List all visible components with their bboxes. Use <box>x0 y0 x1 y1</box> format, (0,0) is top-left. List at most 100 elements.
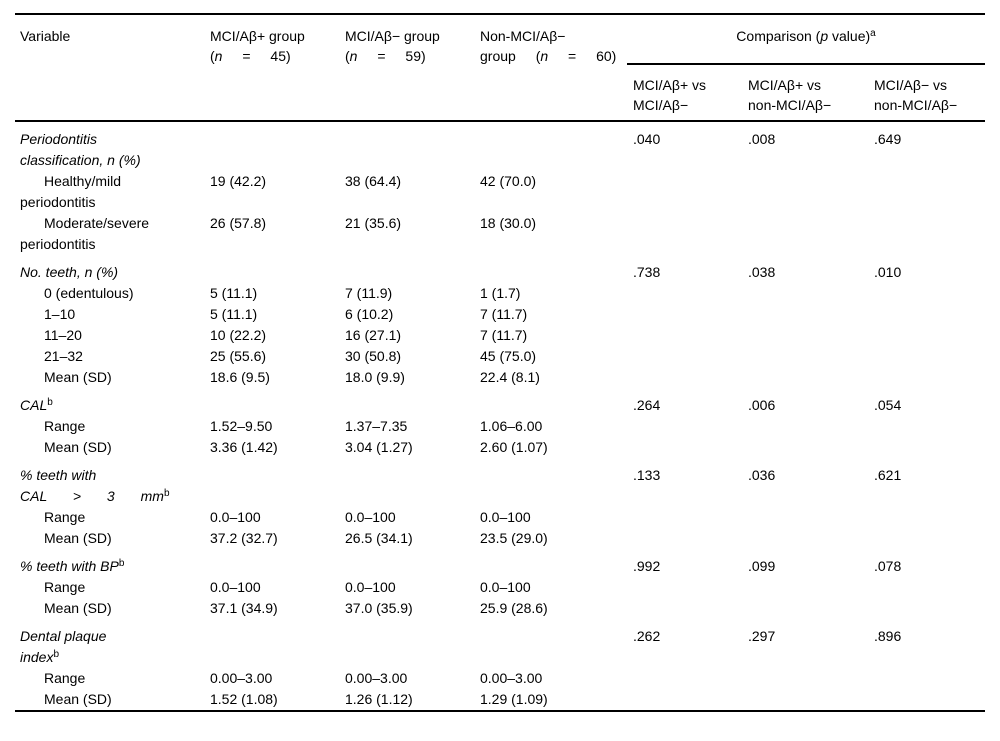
value-cell: 5 (11.1) <box>210 285 258 301</box>
value-cell <box>345 458 480 507</box>
value-cell <box>210 388 345 416</box>
col-header-non-mci-abeta-neg-group: Non-MCI/Aβ− group (n = 60) <box>480 14 627 122</box>
value-cell <box>345 388 480 416</box>
value-cell: 30 (50.8) <box>345 348 402 364</box>
value-cell: 3.36 (1.42) <box>210 439 278 455</box>
pvalue-cell <box>627 283 742 304</box>
value-cell: 23.5 (29.0) <box>480 530 548 546</box>
pvalue-cell <box>868 304 985 325</box>
table-row: 0 (edentulous) 5 (11.1) 7 (11.9) 1 (1.7) <box>15 283 985 304</box>
table-row: Moderate/severe periodontitis 26 (57.8) 21 … <box>15 213 985 255</box>
pvalue-cell: .896 <box>874 628 902 644</box>
pvalue-cell <box>627 304 742 325</box>
pvalue-cell <box>868 346 985 367</box>
pvalue-cell <box>627 171 742 213</box>
pvalue-cell: .078 <box>874 558 902 574</box>
value-cell <box>210 458 345 507</box>
table-row: Range 1.52–9.50 1.37–7.35 1.06–6.00 <box>15 416 985 437</box>
value-cell: 0.0–100 <box>210 579 261 595</box>
col-header-mci-abeta-pos-group: MCI/Aβ+ group (n = 45) <box>210 14 345 122</box>
pvalue-cell <box>742 598 868 619</box>
value-cell: 21 (35.6) <box>345 215 402 231</box>
row-label: Range <box>44 509 86 525</box>
table-row: Mean (SD) 37.2 (32.7) 26.5 (34.1) 23.5 (29.… <box>15 528 985 549</box>
pvalue-cell <box>627 528 742 549</box>
table-row: Dental plaque indexb .262 .297 .896 <box>15 619 985 668</box>
pvalue-cell <box>627 437 742 458</box>
row-label: Dental plaque indexb <box>20 628 107 665</box>
value-cell: 1.52–9.50 <box>210 418 273 434</box>
value-cell: 0.00–3.00 <box>480 670 543 686</box>
value-cell: 37.0 (35.9) <box>345 600 413 616</box>
value-cell: 1.06–6.00 <box>480 418 543 434</box>
header-row-sub: MCI/Aβ+ vs MCI/Aβ− MCI/Aβ+ vs non-MCI/Aβ− … <box>15 64 986 122</box>
value-cell: 3.04 (1.27) <box>345 439 413 455</box>
pvalue-cell: .649 <box>874 131 902 147</box>
value-cell: 1.52 (1.08) <box>210 691 278 707</box>
value-cell <box>480 388 627 416</box>
row-label: % teeth with CAL > 3 mmb <box>20 467 170 504</box>
value-cell: 38 (64.4) <box>345 173 402 189</box>
col-subheader-neg-vs-nonmci: MCI/Aβ− vs non-MCI/Aβ− <box>868 64 986 122</box>
pvalue-cell <box>868 689 985 711</box>
row-label: No. teeth, n (%) <box>20 264 119 280</box>
pvalue-cell <box>627 598 742 619</box>
pvalue-cell <box>742 213 868 255</box>
row-label: Mean (SD) <box>44 600 112 616</box>
pvalue-cell <box>742 346 868 367</box>
value-cell: 26.5 (34.1) <box>345 530 413 546</box>
value-cell: 19 (42.2) <box>210 173 267 189</box>
col-header-mci-abeta-neg-group: MCI/Aβ− group (n = 59) <box>345 14 480 122</box>
value-cell: 1.26 (1.12) <box>345 691 413 707</box>
pvalue-cell: .010 <box>874 264 902 280</box>
col-subheader-pos-vs-neg: MCI/Aβ+ vs MCI/Aβ− <box>627 64 742 122</box>
pvalue-cell <box>627 668 742 689</box>
header-row-top: Variable MCI/Aβ+ group (n = 45) MCI/Aβ− g… <box>15 14 986 122</box>
pvalue-cell <box>742 416 868 437</box>
value-cell: 0.0–100 <box>480 509 531 525</box>
value-cell <box>210 549 345 577</box>
pvalue-cell <box>627 346 742 367</box>
pvalue-cell <box>742 367 868 388</box>
pvalue-cell <box>742 507 868 528</box>
pvalue-cell: .262 <box>633 628 661 644</box>
pvalue-cell <box>742 577 868 598</box>
pvalue-cell: .054 <box>874 397 902 413</box>
value-cell <box>480 458 627 507</box>
row-label: Range <box>44 670 86 686</box>
value-cell <box>210 255 345 283</box>
row-label: 21–32 <box>44 348 83 364</box>
pvalue-cell <box>868 325 985 346</box>
row-label: Mean (SD) <box>44 439 112 455</box>
table-body: Periodontitis classification, n (%) .040 .0… <box>15 121 985 711</box>
row-label: 0 (edentulous) <box>44 285 134 301</box>
pvalue-cell <box>742 304 868 325</box>
table-row: Range 0.00–3.00 0.00–3.00 0.00–3.00 <box>15 668 985 689</box>
table-row: 1–10 5 (11.1) 6 (10.2) 7 (11.7) <box>15 304 985 325</box>
row-label: Range <box>44 579 86 595</box>
value-cell <box>345 255 480 283</box>
pvalue-cell <box>868 668 985 689</box>
pvalue-cell <box>868 507 985 528</box>
pvalue-cell: .297 <box>748 628 776 644</box>
pvalue-cell <box>868 528 985 549</box>
value-cell: 6 (10.2) <box>345 306 394 322</box>
value-cell: 5 (11.1) <box>210 306 258 322</box>
pvalue-cell <box>742 325 868 346</box>
value-cell <box>345 549 480 577</box>
table-row: Range 0.0–100 0.0–100 0.0–100 <box>15 577 985 598</box>
value-cell <box>210 619 345 668</box>
value-cell: 7 (11.7) <box>480 327 528 343</box>
value-cell <box>210 121 345 171</box>
table-row: 11–20 10 (22.2) 16 (27.1) 7 (11.7) <box>15 325 985 346</box>
table-row: No. teeth, n (%) .738 .038 .010 <box>15 255 985 283</box>
value-cell: 16 (27.1) <box>345 327 402 343</box>
table-row: Mean (SD) 3.36 (1.42) 3.04 (1.27) 2.60 (1.0… <box>15 437 985 458</box>
value-cell <box>345 619 480 668</box>
group-comparison-table: Variable MCI/Aβ+ group (n = 45) MCI/Aβ− g… <box>15 13 986 712</box>
pvalue-cell <box>868 416 985 437</box>
value-cell: 45 (75.0) <box>480 348 537 364</box>
row-label: CALb <box>20 397 53 413</box>
row-label: Moderate/severe periodontitis <box>20 215 150 252</box>
pvalue-cell <box>627 213 742 255</box>
